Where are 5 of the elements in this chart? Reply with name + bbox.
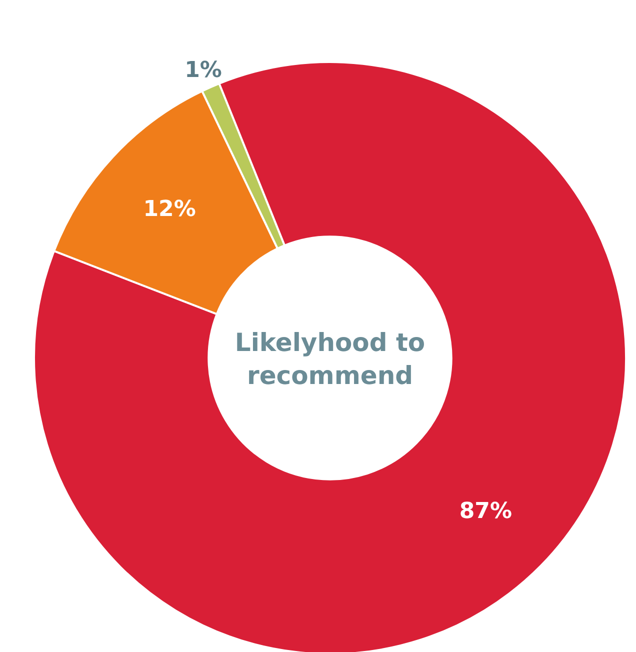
data-label: 1%: [184, 58, 222, 84]
data-label: 12%: [143, 196, 196, 222]
donut-slice: [33, 61, 627, 652]
text: Likelyhood to recommend: [234, 328, 426, 390]
data-label: 87%: [459, 499, 512, 524]
